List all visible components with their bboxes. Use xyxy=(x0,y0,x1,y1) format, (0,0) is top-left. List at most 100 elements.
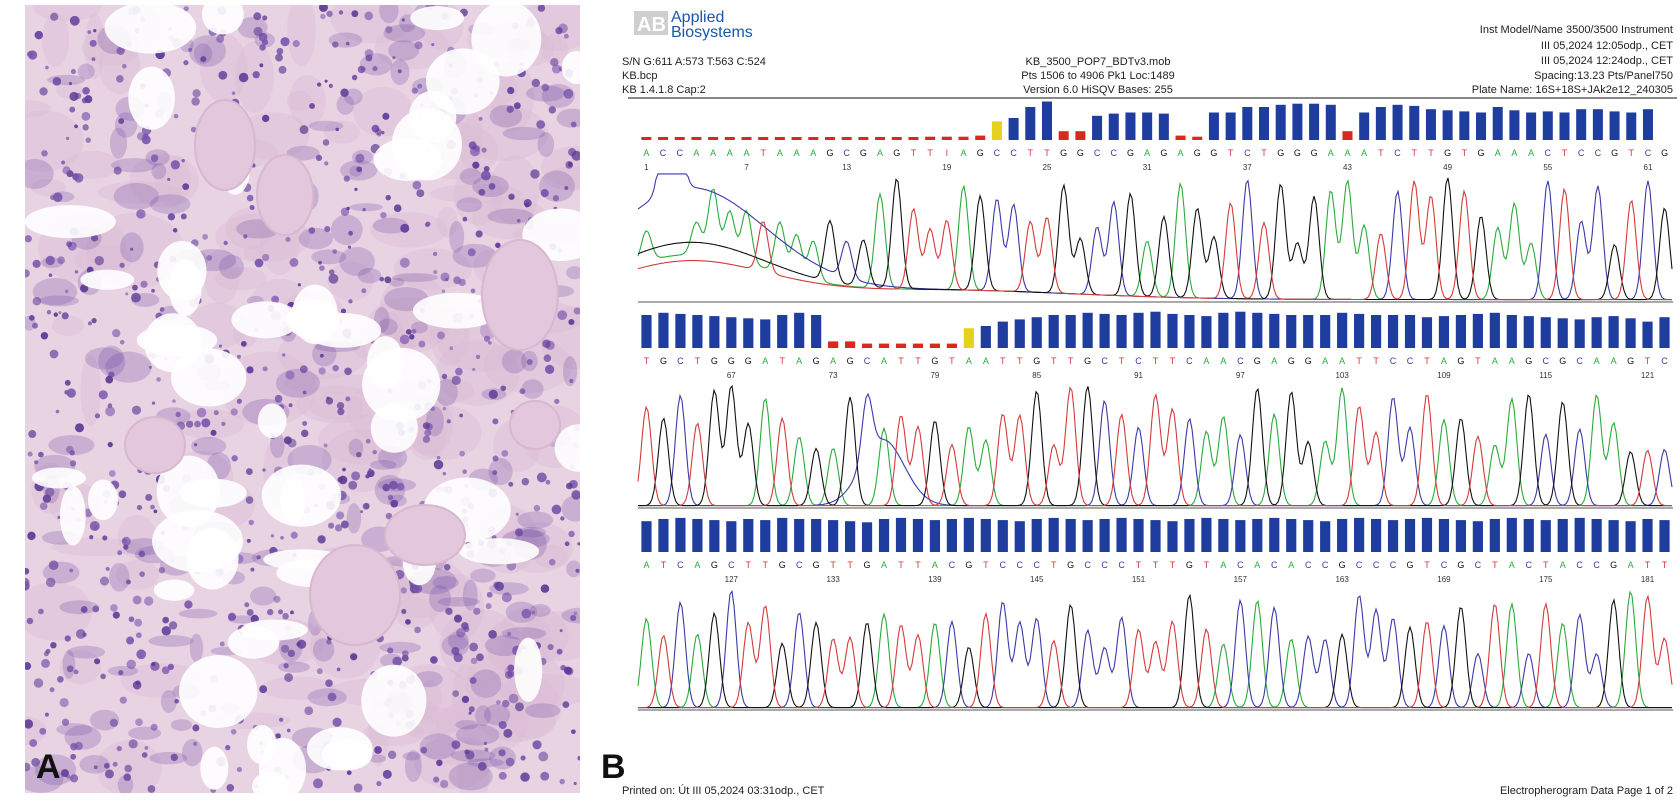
base-call: T xyxy=(1017,356,1023,366)
base-call: A xyxy=(1495,148,1501,158)
quality-bar xyxy=(1455,520,1466,552)
base-call: T xyxy=(1028,148,1034,158)
base-call: G xyxy=(1033,356,1040,366)
quality-bar xyxy=(1320,521,1331,552)
base-call: I xyxy=(946,148,949,158)
quality-bar xyxy=(1158,113,1169,140)
quality-bar xyxy=(658,519,669,552)
base-call: T xyxy=(1228,148,1234,158)
base-call: G xyxy=(745,356,752,366)
quality-bar xyxy=(841,137,852,140)
quality-bar xyxy=(845,521,856,552)
ab-logo-icon: AB xyxy=(634,11,668,36)
base-call: A xyxy=(830,356,836,366)
quality-bar xyxy=(861,343,873,348)
page-info: Electropherogram Data Page 1 of 2 xyxy=(1499,785,1673,797)
base-call: T xyxy=(1170,356,1176,366)
base-call: A xyxy=(693,148,699,158)
base-position: 121 xyxy=(1641,371,1655,380)
quality-bar xyxy=(758,137,769,140)
panel-label-a: A xyxy=(36,748,61,786)
quality-bar xyxy=(777,517,788,552)
base-call: T xyxy=(1629,148,1635,158)
quality-bar xyxy=(1642,109,1653,140)
run-date-end: III 05,2024 12:24odp., CET xyxy=(1540,55,1673,67)
quality-bar xyxy=(878,519,890,552)
base-call: C xyxy=(1356,560,1363,570)
quality-bar xyxy=(1354,313,1365,348)
base-call: C xyxy=(1000,560,1007,570)
quality-bar xyxy=(1235,311,1246,348)
base-call: A xyxy=(1509,560,1515,570)
base-call: A xyxy=(1220,560,1226,570)
base-call: G xyxy=(965,560,972,570)
quality-bar xyxy=(980,326,991,348)
base-call: G xyxy=(977,148,984,158)
base-call: A xyxy=(643,560,649,570)
quality-bar xyxy=(1208,112,1219,140)
base-call: G xyxy=(813,560,820,570)
base-call: T xyxy=(898,560,904,570)
base-call: T xyxy=(1261,148,1267,158)
base-call: G xyxy=(1294,148,1301,158)
base-call: T xyxy=(1412,148,1418,158)
quality-bar xyxy=(1275,104,1286,140)
hisqv-bases: Version 6.0 HiSQV Bases: 255 xyxy=(1023,84,1173,96)
quality-bar xyxy=(1235,520,1246,552)
base-call: G xyxy=(1627,356,1634,366)
base-call: T xyxy=(1462,148,1468,158)
base-call: T xyxy=(1662,560,1668,570)
base-call: C xyxy=(1186,356,1193,366)
quality-bar xyxy=(912,343,924,348)
quality-bar xyxy=(1065,519,1076,552)
base-call: C xyxy=(1017,560,1024,570)
base-call: A xyxy=(1178,148,1184,158)
base-call: G xyxy=(728,356,735,366)
base-call: C xyxy=(1111,148,1118,158)
base-call: T xyxy=(1645,356,1651,366)
base-position: 157 xyxy=(1234,575,1248,584)
base-call: C xyxy=(1084,560,1091,570)
quality-bar xyxy=(1626,112,1637,140)
base-call: T xyxy=(1428,148,1434,158)
base-call: T xyxy=(1051,356,1057,366)
quality-bar xyxy=(743,519,754,552)
base-call: C xyxy=(1576,356,1583,366)
base-call: G xyxy=(1254,356,1261,366)
quality-bar xyxy=(1404,519,1416,552)
base-call: G xyxy=(711,356,718,366)
quality-bar xyxy=(925,136,936,140)
base-call: G xyxy=(1160,148,1167,158)
base-position: 43 xyxy=(1343,163,1352,172)
base-call: G xyxy=(1478,148,1485,158)
base-call: G xyxy=(1311,148,1318,158)
base-call: A xyxy=(983,356,989,366)
base-call: A xyxy=(1144,148,1150,158)
quality-bar xyxy=(1133,519,1144,552)
quality-bar xyxy=(1506,517,1517,552)
base-call: G xyxy=(1444,148,1451,158)
quality-bar xyxy=(1167,313,1178,348)
quality-bar xyxy=(1184,315,1195,348)
logo-text-biosystems: Biosystems xyxy=(671,24,753,41)
quality-bar xyxy=(794,312,805,348)
base-call: T xyxy=(746,560,752,570)
base-call: G xyxy=(1127,148,1134,158)
quality-bar xyxy=(1472,521,1483,552)
base-call: T xyxy=(1068,356,1074,366)
base-call: T xyxy=(911,148,917,158)
quality-bar xyxy=(1642,519,1653,552)
base-position: 55 xyxy=(1543,163,1552,172)
quality-bar xyxy=(1392,104,1403,140)
quality-bar xyxy=(708,137,719,140)
quality-bar xyxy=(791,137,802,140)
quality-bar xyxy=(941,136,952,140)
quality-bar xyxy=(858,137,869,140)
base-position: 115 xyxy=(1539,371,1552,380)
base-call: T xyxy=(661,560,667,570)
quality-bar xyxy=(1609,111,1620,140)
base-call: G xyxy=(1661,148,1668,158)
points-range: Pts 1506 to 4906 Pk1 Loc:1489 xyxy=(1021,70,1175,82)
quality-bar xyxy=(1201,316,1212,348)
base-call: C xyxy=(1545,148,1552,158)
